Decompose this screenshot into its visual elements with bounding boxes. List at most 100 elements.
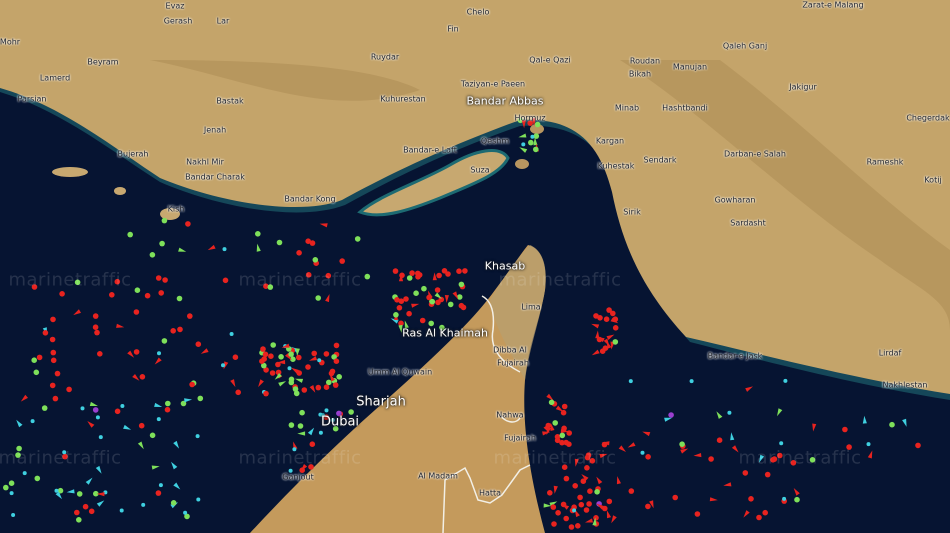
vessel-anchored-marker[interactable]: [330, 418, 335, 422]
vessel-anchored-marker[interactable]: [222, 247, 227, 252]
vessel-underway-marker[interactable]: [123, 424, 132, 430]
vessel-anchored-marker[interactable]: [415, 274, 421, 280]
vessel-underway-marker[interactable]: [132, 374, 140, 381]
vessel-anchored-marker[interactable]: [187, 313, 193, 319]
vessel-anchored-marker[interactable]: [311, 350, 318, 357]
vessel-anchored-marker[interactable]: [287, 366, 292, 371]
vessel-underway-marker[interactable]: [531, 118, 536, 126]
vessel-anchored-marker[interactable]: [612, 339, 619, 345]
vessel-anchored-marker[interactable]: [36, 354, 43, 361]
vessel-underway-marker[interactable]: [285, 353, 292, 361]
vessel-underway-marker[interactable]: [518, 133, 527, 138]
vessel-underway-marker[interactable]: [277, 360, 286, 365]
vessel-anchored-marker[interactable]: [809, 457, 816, 463]
vessel-anchored-marker[interactable]: [276, 239, 283, 246]
vessel-anchored-marker[interactable]: [580, 478, 587, 485]
vessel-anchored-marker[interactable]: [742, 470, 749, 476]
vessel-anchored-marker[interactable]: [575, 523, 581, 529]
vessel-anchored-marker[interactable]: [332, 382, 339, 388]
vessel-anchored-marker[interactable]: [394, 297, 400, 303]
vessel-anchored-marker[interactable]: [41, 405, 48, 411]
vessel-underway-marker[interactable]: [300, 464, 308, 472]
vessel-underway-marker[interactable]: [862, 415, 867, 424]
vessel-anchored-marker[interactable]: [114, 408, 121, 415]
vessel-anchored-marker[interactable]: [127, 231, 133, 238]
vessel-anchored-marker[interactable]: [413, 290, 419, 297]
vessel-anchored-marker[interactable]: [866, 442, 871, 447]
vessel-anchored-marker[interactable]: [566, 441, 572, 448]
vessel-anchored-marker[interactable]: [155, 490, 162, 496]
vessel-anchored-marker[interactable]: [42, 330, 49, 336]
vessel-anchored-marker[interactable]: [323, 384, 330, 391]
vessel-underway-marker[interactable]: [171, 461, 178, 470]
vessel-anchored-marker[interactable]: [668, 412, 674, 418]
vessel-anchored-marker[interactable]: [94, 329, 100, 336]
vessel-underway-marker[interactable]: [591, 323, 600, 329]
vessel-anchored-marker[interactable]: [333, 358, 340, 365]
vessel-anchored-marker[interactable]: [109, 292, 115, 298]
vessel-anchored-marker[interactable]: [447, 301, 454, 308]
vessel-underway-marker[interactable]: [581, 474, 589, 481]
vessel-anchored-marker[interactable]: [197, 395, 204, 402]
vessel-anchored-marker[interactable]: [261, 356, 268, 362]
vessel-anchored-marker[interactable]: [578, 501, 585, 508]
vessel-anchored-marker[interactable]: [645, 503, 651, 510]
vessel-anchored-marker[interactable]: [530, 134, 535, 139]
vessel-underway-marker[interactable]: [207, 244, 216, 251]
vessel-underway-marker[interactable]: [618, 445, 626, 452]
vessel-anchored-marker[interactable]: [176, 295, 183, 302]
vessel-underway-marker[interactable]: [777, 408, 783, 417]
vessel-anchored-marker[interactable]: [559, 432, 566, 439]
vessel-anchored-marker[interactable]: [232, 354, 239, 361]
vessel-anchored-marker[interactable]: [547, 490, 553, 496]
vessel-anchored-marker[interactable]: [54, 370, 61, 377]
vessel-underway-marker[interactable]: [574, 458, 579, 467]
vessel-anchored-marker[interactable]: [679, 441, 685, 448]
vessel-underway-marker[interactable]: [627, 442, 636, 448]
vessel-anchored-marker[interactable]: [406, 275, 413, 281]
vessel-anchored-marker[interactable]: [572, 483, 578, 489]
vessel-underway-marker[interactable]: [281, 343, 290, 348]
vessel-anchored-marker[interactable]: [155, 275, 162, 281]
vessel-underway-marker[interactable]: [731, 445, 739, 453]
vessel-anchored-marker[interactable]: [584, 454, 591, 461]
vessel-anchored-marker[interactable]: [689, 379, 694, 384]
vessel-anchored-marker[interactable]: [49, 382, 56, 389]
vessel-underway-marker[interactable]: [812, 423, 817, 432]
vessel-underway-marker[interactable]: [319, 223, 328, 228]
vessel-anchored-marker[interactable]: [846, 444, 852, 450]
vessel-anchored-marker[interactable]: [601, 441, 608, 448]
vessel-underway-marker[interactable]: [543, 425, 550, 434]
vessel-anchored-marker[interactable]: [645, 454, 651, 460]
vessel-underway-marker[interactable]: [616, 476, 621, 485]
vessel-anchored-marker[interactable]: [396, 305, 403, 311]
vessel-underway-marker[interactable]: [184, 398, 193, 403]
vessel-anchored-marker[interactable]: [16, 445, 22, 452]
vessel-underway-marker[interactable]: [178, 247, 187, 252]
vessel-anchored-marker[interactable]: [331, 354, 337, 360]
vessel-underway-marker[interactable]: [606, 510, 612, 519]
vessel-underway-marker[interactable]: [307, 427, 315, 436]
vessel-underway-marker[interactable]: [555, 405, 564, 412]
vessel-anchored-marker[interactable]: [428, 320, 435, 327]
vessel-anchored-marker[interactable]: [222, 277, 229, 284]
vessel-anchored-marker[interactable]: [134, 287, 141, 294]
vessel-anchored-marker[interactable]: [139, 374, 146, 380]
vessel-underway-marker[interactable]: [404, 320, 409, 329]
vessel-anchored-marker[interactable]: [336, 410, 342, 417]
vessel-underway-marker[interactable]: [295, 378, 304, 383]
vessel-anchored-marker[interactable]: [184, 513, 190, 520]
vessel-anchored-marker[interactable]: [76, 517, 82, 523]
vessel-anchored-marker[interactable]: [170, 328, 176, 334]
vessel-anchored-marker[interactable]: [164, 406, 171, 413]
vessel-anchored-marker[interactable]: [309, 240, 316, 246]
vessel-anchored-marker[interactable]: [54, 488, 59, 493]
vessel-anchored-marker[interactable]: [554, 437, 561, 444]
vessel-underway-marker[interactable]: [743, 510, 750, 518]
vessel-anchored-marker[interactable]: [80, 406, 85, 411]
vessel-anchored-marker[interactable]: [76, 491, 83, 497]
vessel-anchored-marker[interactable]: [66, 386, 72, 393]
vessel-anchored-marker[interactable]: [260, 346, 266, 352]
vessel-anchored-marker[interactable]: [263, 390, 269, 397]
